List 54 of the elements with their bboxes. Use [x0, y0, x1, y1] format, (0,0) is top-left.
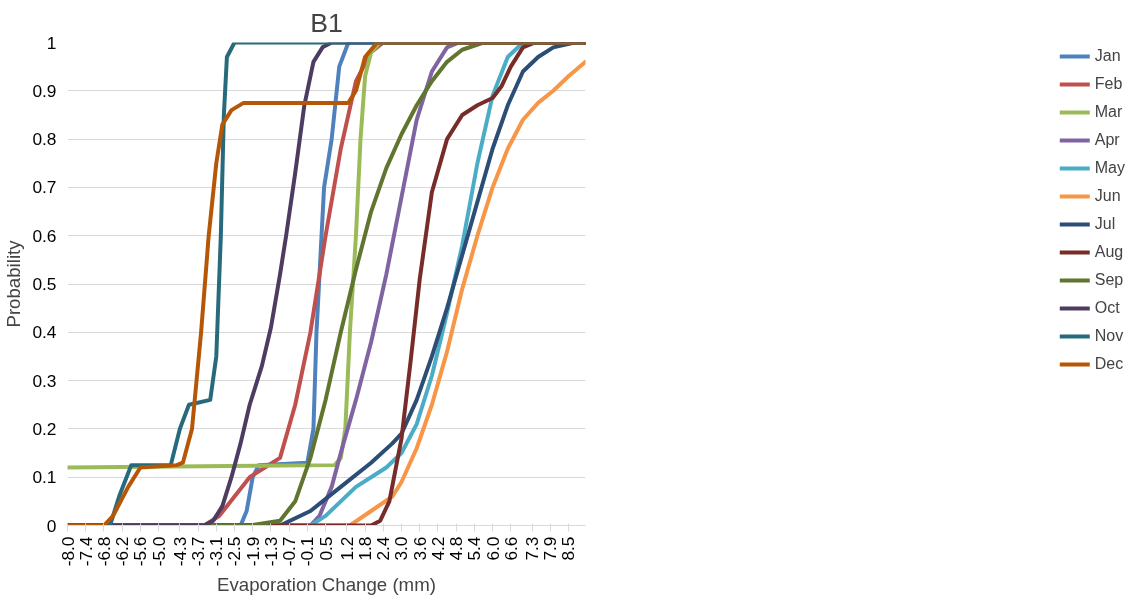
x-tick-label: -6.2: [112, 536, 133, 567]
y-tick-label: 0: [46, 515, 57, 536]
legend-label: May: [1094, 159, 1125, 177]
x-tick-label: 6.0: [482, 536, 503, 561]
x-tick-label: 5.4: [464, 536, 485, 561]
legend-label: Mar: [1094, 103, 1123, 121]
x-tick-label: 4.8: [446, 536, 467, 561]
x-tick-label: -4.3: [169, 536, 190, 567]
x-tick-label: -1.9: [242, 536, 263, 567]
x-axis-title: Evaporation Change (mm): [217, 574, 436, 596]
legend-label: Jul: [1094, 215, 1116, 233]
x-tick-label: 6.6: [500, 536, 521, 561]
y-axis-title: Probability: [3, 239, 25, 328]
x-tick-label: 7.3: [522, 536, 543, 561]
legend-label: Jun: [1094, 187, 1121, 205]
x-tick-label: 3.0: [391, 536, 412, 561]
x-tick-label: -1.3: [260, 536, 281, 567]
legend-label: Nov: [1094, 327, 1124, 345]
x-tick-label: -0.7: [279, 536, 300, 567]
x-tick-label: -5.6: [130, 536, 151, 567]
x-tick-label: 7.9: [540, 536, 561, 561]
x-tick-label: 2.4: [373, 536, 394, 561]
y-tick-label: 0.2: [32, 418, 57, 439]
y-tick-label: 1: [46, 32, 57, 53]
legend-label: Apr: [1094, 131, 1120, 149]
x-tick-label: 0.5: [315, 536, 336, 561]
y-tick-label: 0.1: [32, 467, 57, 488]
x-tick-label: 1.2: [336, 536, 357, 561]
legend-label: Dec: [1094, 355, 1124, 373]
x-tick-label: -3.7: [188, 536, 209, 567]
legend-label: Sep: [1094, 271, 1124, 289]
y-tick-label: 0.9: [32, 80, 57, 101]
legend-label: Oct: [1094, 299, 1120, 317]
x-tick-label: -7.4: [75, 536, 96, 567]
x-tick-label: -8.0: [57, 536, 78, 567]
y-tick-label: 0.3: [32, 370, 57, 391]
x-tick-label: -6.8: [93, 536, 114, 567]
x-tick-label: -2.5: [224, 536, 245, 567]
x-tick-label: 3.6: [409, 536, 430, 561]
legend-label: Jan: [1094, 47, 1121, 65]
y-tick-label: 0.4: [32, 322, 57, 343]
y-tick-label: 0.8: [32, 129, 57, 150]
x-tick-label: -0.1: [297, 536, 318, 567]
y-tick-label: 0.7: [32, 177, 57, 198]
chart-title: B1: [310, 7, 343, 38]
legend-label: Feb: [1094, 75, 1123, 93]
legend-label: Aug: [1094, 243, 1124, 261]
x-tick-label: -5.0: [148, 536, 169, 567]
x-tick-label: 1.8: [355, 536, 376, 561]
x-tick-label: 4.2: [427, 536, 448, 561]
x-tick-label: 8.5: [558, 536, 579, 561]
y-tick-label: 0.6: [32, 225, 57, 246]
y-tick-label: 0.5: [32, 274, 57, 294]
x-tick-label: -3.1: [206, 536, 227, 567]
